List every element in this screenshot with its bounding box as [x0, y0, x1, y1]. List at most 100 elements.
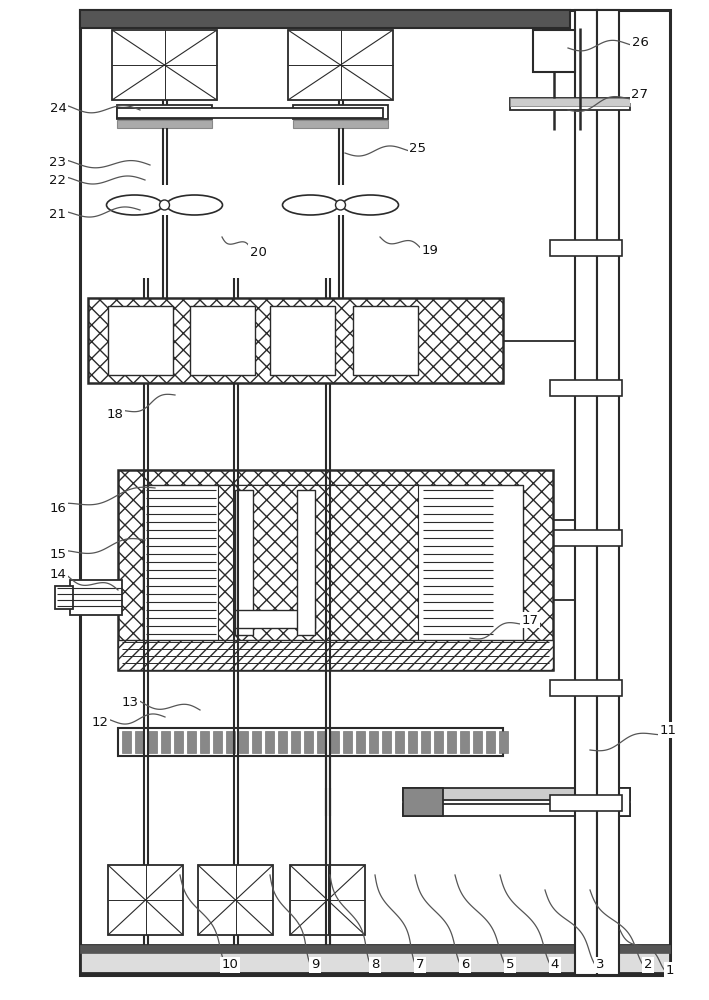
Bar	[80, 10, 570, 28]
Text: 19: 19	[422, 243, 438, 256]
Bar	[218, 485, 418, 645]
Text: 5: 5	[506, 958, 514, 972]
Bar	[117, 105, 212, 119]
Text: 27: 27	[632, 89, 649, 102]
Bar	[117, 120, 212, 128]
Ellipse shape	[106, 195, 162, 215]
Bar	[403, 788, 630, 800]
Bar	[447, 731, 456, 753]
Text: 15: 15	[50, 548, 67, 562]
Text: 9: 9	[311, 958, 319, 972]
Text: 17: 17	[522, 613, 539, 626]
Bar	[317, 731, 326, 753]
Bar	[187, 731, 196, 753]
Bar	[297, 490, 315, 635]
Bar	[293, 120, 388, 128]
Ellipse shape	[342, 195, 398, 215]
Text: 1: 1	[666, 964, 674, 976]
Bar	[117, 108, 383, 118]
Bar	[290, 865, 365, 935]
Bar	[112, 30, 217, 100]
Bar	[382, 731, 391, 753]
Ellipse shape	[160, 200, 169, 210]
Bar	[118, 640, 553, 670]
Bar	[235, 490, 253, 635]
Bar	[143, 485, 523, 645]
Bar	[200, 731, 209, 753]
Bar	[550, 680, 622, 696]
Text: 10: 10	[221, 958, 238, 972]
Bar	[486, 731, 495, 753]
Bar	[403, 804, 630, 816]
Bar	[510, 98, 630, 106]
Text: 13: 13	[121, 696, 138, 708]
Bar	[213, 731, 222, 753]
Text: 22: 22	[50, 174, 67, 186]
Bar	[198, 865, 273, 935]
Text: 24: 24	[50, 102, 67, 114]
Text: 21: 21	[50, 209, 67, 222]
Bar	[473, 731, 482, 753]
Bar	[395, 731, 404, 753]
Bar	[122, 731, 131, 753]
Bar	[80, 945, 670, 973]
Text: 25: 25	[410, 141, 427, 154]
Text: 26: 26	[632, 35, 649, 48]
Bar	[288, 30, 393, 100]
Bar	[353, 306, 418, 375]
Bar	[118, 728, 503, 756]
Bar	[252, 731, 261, 753]
Bar	[80, 10, 670, 975]
Bar	[533, 30, 575, 72]
Text: 20: 20	[250, 245, 267, 258]
Bar	[190, 306, 255, 375]
Bar	[174, 731, 183, 753]
Bar	[55, 586, 73, 609]
Bar	[80, 945, 670, 953]
Text: 4: 4	[551, 958, 559, 972]
Bar	[70, 580, 122, 615]
Bar	[148, 731, 157, 753]
Bar	[434, 731, 443, 753]
Bar	[270, 306, 335, 375]
Ellipse shape	[167, 195, 223, 215]
Bar	[597, 10, 619, 975]
Bar	[550, 240, 622, 256]
Bar	[590, 788, 630, 816]
Text: 8: 8	[371, 958, 379, 972]
Bar	[161, 731, 170, 753]
Bar	[108, 306, 173, 375]
Text: 2: 2	[644, 958, 652, 972]
Bar	[330, 731, 339, 753]
Ellipse shape	[282, 195, 338, 215]
Bar	[293, 105, 388, 119]
Bar	[403, 788, 443, 816]
Text: 6: 6	[461, 958, 469, 972]
Bar	[304, 731, 313, 753]
Bar	[510, 98, 630, 110]
Bar	[239, 731, 248, 753]
Ellipse shape	[335, 200, 345, 210]
Bar	[226, 731, 235, 753]
Text: 3: 3	[596, 958, 604, 972]
Text: 11: 11	[659, 724, 676, 736]
Text: 7: 7	[415, 958, 424, 972]
Bar	[118, 470, 553, 670]
Bar	[460, 731, 469, 753]
Bar	[421, 731, 430, 753]
Text: 23: 23	[50, 156, 67, 169]
Bar	[408, 731, 417, 753]
Bar	[369, 731, 378, 753]
Bar	[575, 10, 597, 975]
Text: 18: 18	[106, 408, 123, 422]
Bar	[135, 731, 144, 753]
Bar	[550, 795, 622, 811]
Text: 16: 16	[50, 502, 67, 514]
Bar	[291, 731, 300, 753]
Bar	[108, 865, 183, 935]
Text: 12: 12	[91, 716, 108, 728]
Bar	[550, 380, 622, 396]
Bar	[499, 731, 508, 753]
Bar	[235, 610, 315, 628]
Bar	[550, 530, 622, 546]
